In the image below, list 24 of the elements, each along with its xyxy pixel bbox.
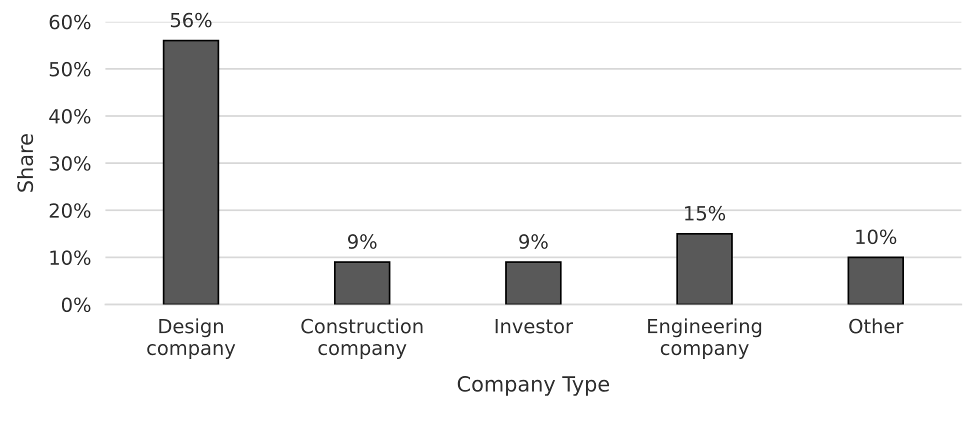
y-axis-title: Share	[17, 134, 34, 192]
x-tick-label: Design company	[147, 318, 236, 359]
data-label: 10%	[856, 229, 896, 244]
x-tick-label: Engineering company	[648, 318, 762, 359]
x-tick-label: Investor	[496, 318, 573, 334]
bar	[676, 232, 733, 304]
x-tick-label: Other	[849, 318, 904, 334]
data-label: 56%	[170, 12, 212, 28]
y-tick-label: 0%	[62, 297, 90, 312]
data-label: 9%	[519, 234, 548, 249]
bar	[334, 261, 390, 304]
bar	[505, 261, 562, 304]
x-tick-label: Construction company	[301, 318, 422, 359]
y-tick-label: 40%	[49, 108, 90, 124]
data-label: 15%	[685, 206, 726, 221]
y-tick-label: 30%	[50, 156, 90, 171]
data-label: 9%	[348, 234, 377, 249]
bar	[848, 256, 904, 304]
y-tick-label: 50%	[50, 62, 90, 77]
y-tick-label: 60%	[50, 14, 90, 30]
y-tick-label: 20%	[50, 203, 90, 218]
y-tick-label: 10%	[50, 250, 90, 266]
x-axis-title: Company Type	[458, 376, 610, 396]
bar	[162, 40, 220, 304]
